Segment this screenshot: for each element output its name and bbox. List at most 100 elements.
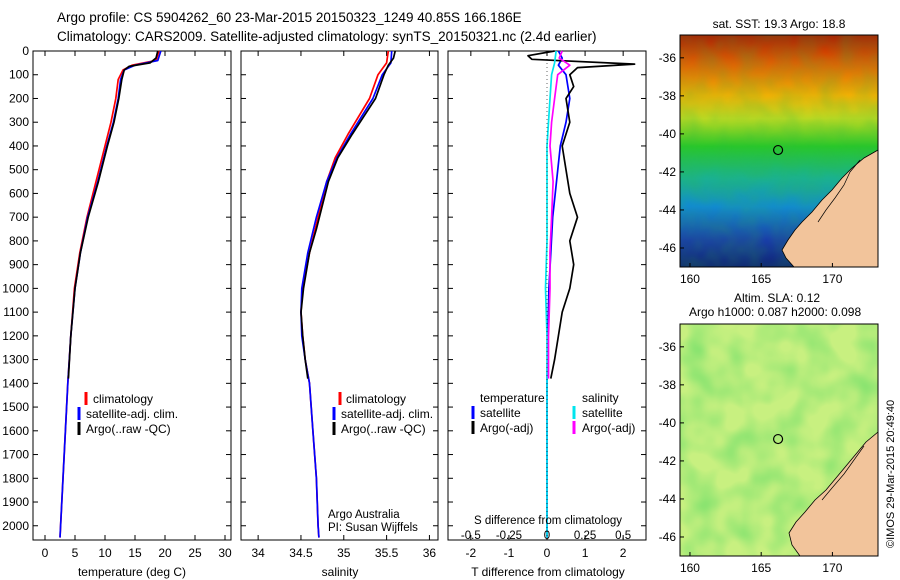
y-tick-label: 1800 [2, 471, 29, 485]
title-line-1: Argo profile: CS 5904262_60 23-Mar-2015 … [57, 10, 522, 25]
map-x-tick-label: 165 [751, 561, 771, 575]
sla-map-panel: Altim. SLA: 0.12 Argo h1000: 0.087 h2000… [659, 291, 879, 575]
sst-map-panel: sat. SST: 19.3 Argo: 18.8 160 165 170 -36 -3… [659, 17, 879, 286]
salinity-plot: 34 34.5 35 35.5 36 [241, 50, 438, 560]
new-zealand-land [781, 149, 878, 267]
y-tick-label: 300 [9, 115, 29, 129]
x-tick-label: 35 [337, 546, 351, 560]
y-tick-label: 1200 [2, 329, 29, 343]
y-tick-label: 1100 [3, 305, 29, 319]
y-tick-label: 0 [22, 44, 29, 58]
x-tick-label: -1 [504, 546, 515, 560]
y-tick-label: 900 [9, 258, 29, 272]
map-x-tick-label: 160 [680, 272, 700, 286]
y-tick-label: 800 [9, 234, 29, 248]
sla-map-frame [679, 323, 879, 557]
map-y-tick-label: -46 [659, 241, 677, 255]
y-tick-label: 200 [9, 91, 29, 105]
x-tick-label: 5 [72, 546, 79, 560]
difference-plot: -2 -1 0 1 2-0.5 -0.25 0 0.25 0.5 [448, 50, 646, 560]
map-y-tick-label: -36 [659, 340, 677, 354]
legend-satellite: satellite-adj. clim. [86, 407, 178, 421]
argo-float-marker [772, 144, 784, 156]
map-x-tick-label: 170 [822, 272, 842, 286]
sla-map-axes: 160 165 170 -36 -38 -40 -42 -44 -46 [659, 340, 843, 575]
temperature-xlabel: temperature (deg C) [78, 565, 186, 579]
map-y-tick-label: -40 [659, 416, 677, 430]
isobath-contour [821, 445, 865, 501]
temperature-plot: 0 5 10 15 20 25 300100200300400500600700800900… [2, 44, 232, 560]
salinity-panel: 34 34.5 35 35.5 36 climatology satellite-adj… [240, 50, 439, 579]
x-tick-label: 25 [188, 546, 202, 560]
map-y-tick-label: -42 [659, 454, 677, 468]
legend-salinity-title: salinity [582, 391, 619, 405]
legend-argo: Argo(..raw -QC) [86, 422, 171, 436]
x-tick-label: -2 [466, 546, 477, 560]
map-y-tick-label: -42 [659, 165, 677, 179]
top-x-tick-label: 0.25 [574, 530, 596, 542]
x-tick-label: 0 [544, 546, 551, 560]
x-tick-label: 20 [158, 546, 172, 560]
difference-panel: -2 -1 0 1 2-0.5 -0.25 0 0.25 0.5 temperature sal… [447, 50, 647, 579]
y-tick-label: 600 [9, 186, 29, 200]
top-x-tick-label: -0.25 [496, 530, 522, 542]
legend-climatology: climatology [93, 392, 153, 406]
sst-map-axes: 160 165 170 -36 -38 -40 -42 -44 -46 [659, 51, 843, 286]
series-argo-raw-qc [300, 50, 397, 379]
series-s-argo-adj [547, 50, 571, 379]
map-y-tick-label: -36 [659, 51, 677, 65]
y-tick-label: 1600 [2, 424, 29, 438]
x-tick-label: 0 [42, 546, 49, 560]
x-tick-label: 1 [582, 546, 589, 560]
sla-map-title-2: Argo h1000: 0.087 h2000: 0.098 [689, 305, 861, 319]
y-tick-label: 1500 [2, 400, 29, 414]
difference-top-label: S difference from climatology [474, 515, 622, 527]
legend-s-argo: Argo(-adj) [582, 421, 635, 435]
imos-credit: ©IMOS 29-Mar-2015 20:49:40 [885, 400, 897, 548]
y-tick-label: 2000 [2, 519, 29, 533]
salinity-legend: climatology satellite-adj. clim. Argo(..… [332, 392, 433, 436]
isobath-contour [817, 159, 861, 223]
x-tick-label: 30 [218, 546, 232, 560]
y-tick-label: 700 [9, 210, 29, 224]
y-tick-label: 100 [9, 68, 29, 82]
series-satellite-adj-clim [300, 50, 393, 538]
map-x-tick-label: 170 [822, 561, 842, 575]
x-tick-label: 15 [128, 546, 142, 560]
legend-climatology: climatology [346, 392, 406, 406]
y-tick-label: 400 [9, 139, 29, 153]
series-t-argo-adj [527, 50, 636, 379]
argo-float-marker [772, 433, 784, 445]
x-tick-label: 2 [620, 546, 627, 560]
sst-map-frame [679, 34, 879, 268]
temperature-panel: 0 5 10 15 20 25 300100200300400500600700800900… [2, 44, 232, 579]
temperature-legend: climatology satellite-adj. clim. Argo(..… [77, 392, 178, 436]
top-x-tick-label: 0.5 [615, 530, 631, 542]
map-x-tick-label: 160 [680, 561, 700, 575]
new-zealand-land [788, 431, 878, 556]
temperature-axes [32, 50, 232, 541]
salinity-annotation-pi: PI: Susan Wijffels [328, 522, 418, 534]
x-tick-label: 36 [423, 546, 437, 560]
map-y-tick-label: -38 [659, 89, 677, 103]
legend-satellite: satellite-adj. clim. [341, 407, 433, 421]
map-y-tick-label: -44 [659, 492, 677, 506]
title-line-2: Climatology: CARS2009. Satellite-adjuste… [57, 29, 597, 44]
salinity-annotation-org: Argo Australia [328, 509, 400, 521]
series-s-satellite [544, 50, 557, 538]
x-tick-label: 34.5 [289, 546, 313, 560]
x-tick-label: 34 [251, 546, 265, 560]
sst-map-image [680, 35, 878, 267]
legend-t-satellite: satellite [480, 406, 521, 420]
salinity-axes [240, 50, 439, 541]
sla-map-image [680, 324, 878, 556]
map-y-tick-label: -44 [659, 203, 677, 217]
sla-map-title-1: Altim. SLA: 0.12 [734, 291, 820, 305]
map-y-tick-label: -38 [659, 378, 677, 392]
legend-s-satellite: satellite [582, 406, 623, 420]
y-tick-label: 1300 [2, 353, 29, 367]
top-x-tick-label: -0.5 [461, 530, 481, 542]
y-tick-label: 1900 [2, 495, 29, 509]
map-y-tick-label: -46 [659, 530, 677, 544]
